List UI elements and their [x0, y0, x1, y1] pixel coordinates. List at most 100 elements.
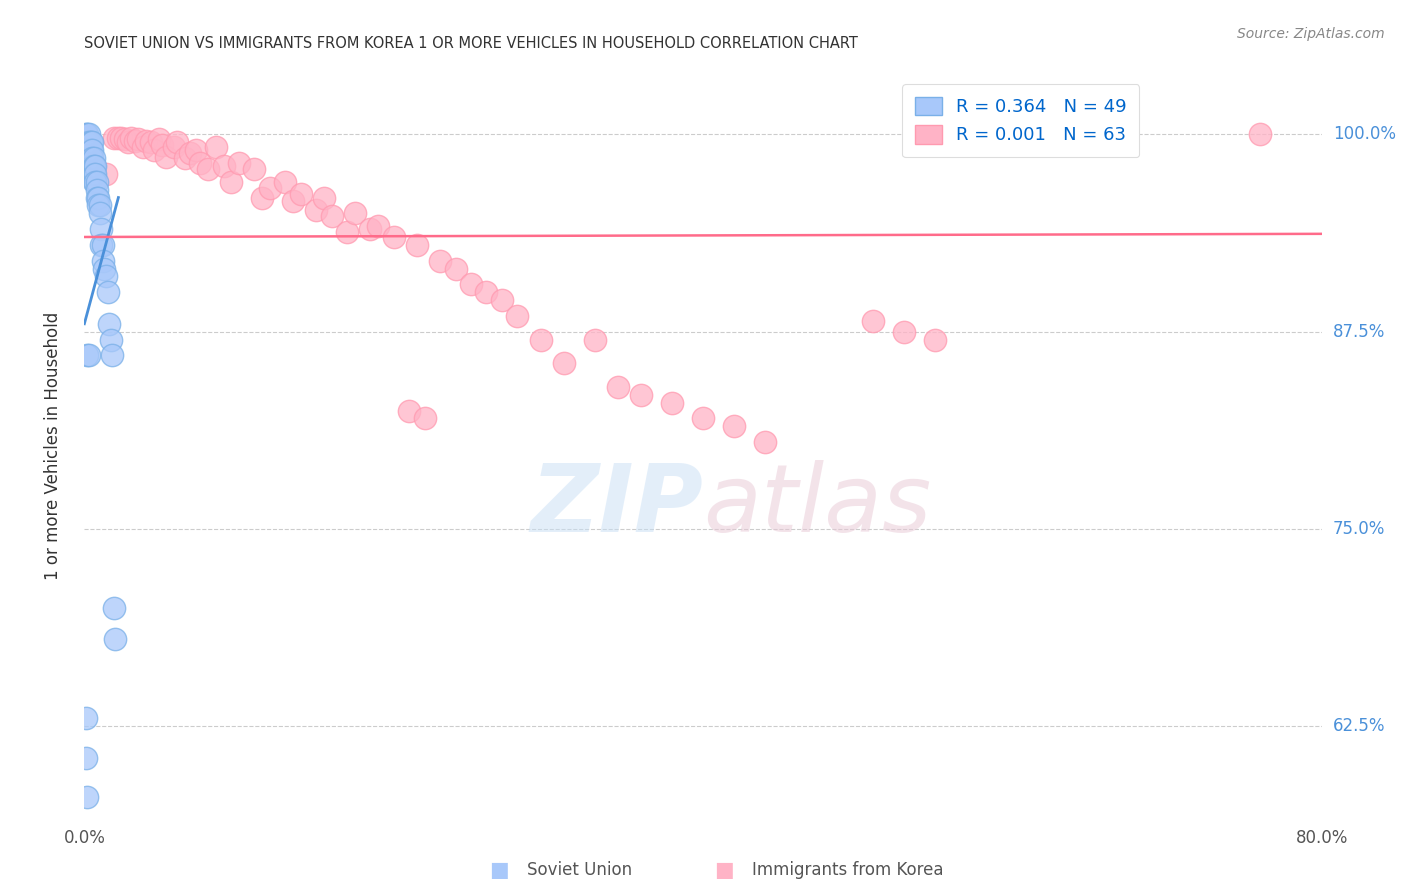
Point: [82, 136, 104, 150]
Point: [1249, 128, 1271, 142]
Point: [104, 632, 127, 647]
Point: [103, 600, 125, 615]
Point: [413, 411, 436, 425]
Point: [96, 285, 118, 300]
Point: [98, 317, 121, 331]
Point: [83, 159, 105, 173]
Point: [312, 190, 335, 204]
Point: [219, 175, 242, 189]
Text: 100.0%: 100.0%: [1333, 126, 1396, 144]
Legend: R = 0.364   N = 49, R = 0.001   N = 63: R = 0.364 N = 49, R = 0.001 N = 63: [903, 84, 1139, 157]
Point: [336, 225, 359, 239]
Point: [77, 136, 100, 150]
Point: [76, 143, 98, 157]
Text: Immigrants from Korea: Immigrants from Korea: [752, 861, 943, 879]
Point: [148, 132, 170, 146]
Point: [86, 175, 108, 189]
Point: [93, 261, 115, 276]
Text: Soviet Union: Soviet Union: [527, 861, 633, 879]
Point: [86, 190, 108, 204]
Text: ■: ■: [714, 860, 734, 880]
Point: [76, 348, 98, 362]
Point: [723, 419, 745, 434]
Y-axis label: 1 or more Vehicles in Household: 1 or more Vehicles in Household: [44, 312, 62, 580]
Point: [274, 175, 297, 189]
Point: [82, 151, 104, 165]
Point: [75, 128, 97, 142]
Point: [127, 132, 149, 146]
Point: [75, 750, 97, 764]
Point: [94, 269, 117, 284]
Point: [94, 167, 117, 181]
Point: [475, 285, 498, 300]
Point: [86, 183, 108, 197]
Point: [281, 194, 305, 208]
Point: [124, 134, 146, 148]
Point: [114, 132, 136, 146]
Point: [606, 380, 628, 394]
Point: [83, 167, 105, 181]
Point: [343, 206, 366, 220]
Point: [76, 128, 98, 142]
Point: [76, 136, 98, 150]
Point: [429, 253, 451, 268]
Point: [77, 348, 100, 362]
Point: [553, 356, 575, 370]
Point: [84, 175, 107, 189]
Point: [143, 143, 166, 157]
Point: [117, 136, 139, 150]
Point: [76, 789, 98, 804]
Point: [188, 156, 211, 170]
Point: [862, 313, 884, 327]
Point: [83, 151, 105, 165]
Point: [82, 143, 104, 157]
Point: [630, 388, 652, 402]
Point: [77, 151, 100, 165]
Point: [924, 333, 946, 347]
Point: [84, 167, 107, 181]
Point: [135, 134, 157, 148]
Point: [321, 210, 343, 224]
Point: [174, 151, 197, 165]
Point: [120, 130, 142, 145]
Point: [893, 325, 915, 339]
Text: atlas: atlas: [703, 460, 931, 551]
Point: [491, 293, 513, 307]
Point: [91, 253, 114, 268]
Point: [91, 238, 114, 252]
Point: [166, 136, 188, 150]
Point: [101, 348, 124, 362]
Point: [692, 411, 714, 425]
Point: [84, 159, 107, 173]
Point: [405, 238, 427, 252]
Point: [205, 140, 228, 154]
Point: [290, 187, 312, 202]
Point: [90, 238, 112, 252]
Point: [75, 711, 97, 725]
Point: [87, 190, 110, 204]
Text: SOVIET UNION VS IMMIGRANTS FROM KOREA 1 OR MORE VEHICLES IN HOUSEHOLD CORRELATIO: SOVIET UNION VS IMMIGRANTS FROM KOREA 1 …: [84, 36, 858, 51]
Point: [155, 149, 177, 163]
Point: [754, 435, 776, 450]
Point: [305, 203, 328, 218]
Point: [110, 130, 132, 145]
Point: [179, 146, 201, 161]
Point: [228, 156, 250, 170]
Point: [398, 403, 420, 417]
Point: [77, 143, 100, 157]
Text: ■: ■: [489, 860, 509, 880]
Point: [444, 261, 467, 276]
Text: Source: ZipAtlas.com: Source: ZipAtlas.com: [1237, 27, 1385, 41]
Point: [212, 159, 235, 173]
Point: [79, 151, 101, 165]
Point: [367, 219, 389, 233]
Point: [103, 130, 125, 145]
Text: 87.5%: 87.5%: [1333, 323, 1385, 341]
Point: [79, 159, 101, 173]
Point: [583, 333, 606, 347]
Point: [150, 138, 173, 153]
Text: 75.0%: 75.0%: [1333, 520, 1385, 538]
Text: ZIP: ZIP: [530, 460, 703, 552]
Point: [107, 130, 129, 145]
Point: [77, 128, 100, 142]
